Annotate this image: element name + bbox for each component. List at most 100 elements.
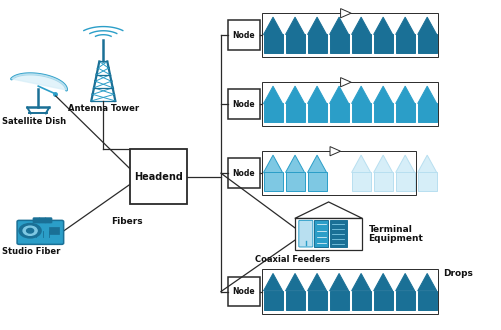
Text: Terminal: Terminal [368,225,411,234]
FancyBboxPatch shape [307,173,326,191]
Circle shape [27,228,34,233]
FancyBboxPatch shape [417,34,436,53]
FancyBboxPatch shape [373,291,392,310]
FancyBboxPatch shape [307,104,326,122]
Polygon shape [329,147,340,156]
Text: Equipment: Equipment [368,234,422,244]
Polygon shape [395,86,414,104]
Polygon shape [351,86,370,104]
FancyBboxPatch shape [263,34,282,53]
Polygon shape [329,17,348,34]
FancyBboxPatch shape [262,270,437,313]
Polygon shape [395,274,414,291]
FancyBboxPatch shape [285,173,304,191]
FancyBboxPatch shape [329,104,348,122]
Polygon shape [340,78,350,87]
Polygon shape [373,274,392,291]
FancyBboxPatch shape [351,291,370,310]
FancyBboxPatch shape [228,20,259,50]
FancyBboxPatch shape [373,173,392,191]
Polygon shape [395,17,414,34]
Text: Satellite Dish: Satellite Dish [2,117,66,126]
FancyBboxPatch shape [307,291,326,310]
Polygon shape [329,274,348,291]
FancyBboxPatch shape [329,34,348,53]
FancyBboxPatch shape [285,34,304,53]
Polygon shape [351,17,370,34]
Polygon shape [351,155,370,173]
FancyBboxPatch shape [373,104,392,122]
Polygon shape [373,155,392,173]
FancyBboxPatch shape [17,220,64,244]
FancyBboxPatch shape [228,89,259,119]
FancyBboxPatch shape [351,173,370,191]
Polygon shape [351,274,370,291]
Circle shape [19,223,41,238]
FancyBboxPatch shape [298,220,312,247]
FancyBboxPatch shape [294,218,362,249]
FancyBboxPatch shape [417,104,436,122]
FancyBboxPatch shape [395,173,414,191]
FancyBboxPatch shape [263,291,282,310]
Polygon shape [373,17,392,34]
FancyBboxPatch shape [329,220,346,247]
FancyBboxPatch shape [373,34,392,53]
FancyBboxPatch shape [263,104,282,122]
FancyBboxPatch shape [314,220,328,247]
FancyBboxPatch shape [49,227,59,234]
Text: Node: Node [232,169,255,178]
FancyBboxPatch shape [395,104,414,122]
FancyBboxPatch shape [228,277,259,306]
Text: Studio Fiber: Studio Fiber [2,247,60,256]
FancyBboxPatch shape [351,34,370,53]
FancyBboxPatch shape [33,218,40,223]
Polygon shape [285,274,304,291]
Polygon shape [285,86,304,104]
Text: Node: Node [232,100,255,109]
Text: Fibers: Fibers [111,217,143,226]
Text: Node: Node [232,31,255,40]
FancyBboxPatch shape [285,291,304,310]
Text: Antenna Tower: Antenna Tower [68,104,139,113]
Text: Headend: Headend [134,172,182,182]
Polygon shape [263,86,282,104]
FancyBboxPatch shape [39,218,46,223]
Polygon shape [12,74,66,90]
FancyBboxPatch shape [329,291,348,310]
Polygon shape [340,9,350,18]
Polygon shape [263,155,282,173]
FancyBboxPatch shape [395,291,414,310]
Polygon shape [285,17,304,34]
Polygon shape [307,155,326,173]
FancyBboxPatch shape [351,104,370,122]
FancyBboxPatch shape [395,34,414,53]
FancyBboxPatch shape [307,34,326,53]
FancyBboxPatch shape [285,104,304,122]
FancyBboxPatch shape [417,173,436,191]
Polygon shape [329,86,348,104]
Polygon shape [263,17,282,34]
Polygon shape [417,17,436,34]
Circle shape [23,226,37,235]
FancyBboxPatch shape [129,149,187,204]
FancyBboxPatch shape [228,158,259,188]
Polygon shape [294,202,362,218]
FancyBboxPatch shape [45,218,52,223]
Polygon shape [307,86,326,104]
Polygon shape [285,155,304,173]
Polygon shape [373,86,392,104]
FancyBboxPatch shape [262,151,415,195]
Text: Drops: Drops [442,269,472,278]
Polygon shape [307,274,326,291]
Text: Coaxial Feeders: Coaxial Feeders [254,254,329,264]
Polygon shape [417,274,436,291]
Polygon shape [263,274,282,291]
Text: Node: Node [232,287,255,296]
Polygon shape [417,86,436,104]
Polygon shape [307,17,326,34]
FancyBboxPatch shape [262,82,437,126]
Polygon shape [417,155,436,173]
FancyBboxPatch shape [263,173,282,191]
FancyBboxPatch shape [417,291,436,310]
Polygon shape [395,155,414,173]
